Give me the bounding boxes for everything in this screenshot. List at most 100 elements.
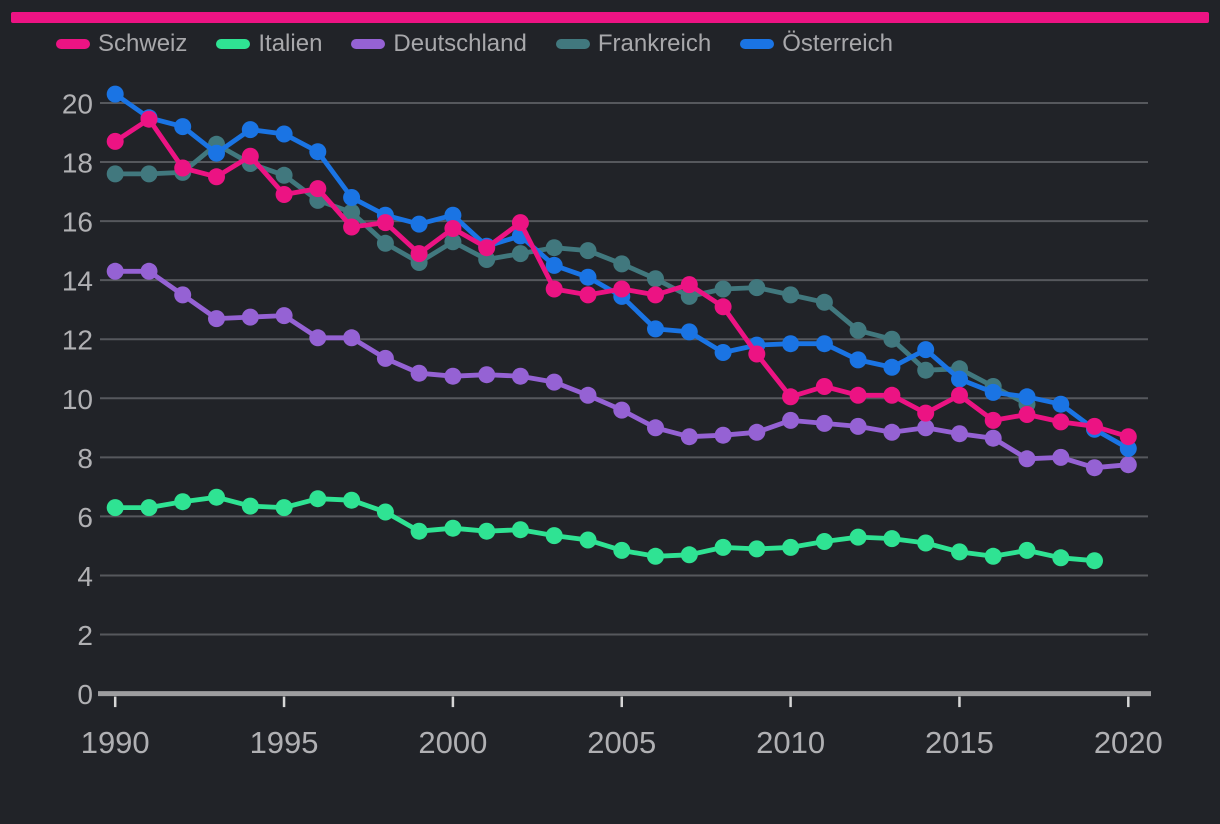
data-point-deutschland[interactable]: [613, 401, 631, 419]
data-point-deutschland[interactable]: [140, 262, 158, 280]
data-point-italien[interactable]: [140, 499, 158, 517]
data-point-schweiz[interactable]: [208, 168, 225, 186]
data-point-frankreich[interactable]: [680, 287, 698, 305]
data-point-deutschland[interactable]: [815, 414, 833, 432]
data-point-deutschland[interactable]: [883, 423, 901, 441]
data-point-schweiz[interactable]: [309, 180, 327, 198]
data-point-oesterreich[interactable]: [984, 383, 1002, 401]
data-point-deutschland[interactable]: [917, 419, 935, 437]
data-point-schweiz[interactable]: [680, 276, 698, 294]
data-point-schweiz[interactable]: [545, 280, 563, 298]
data-point-italien[interactable]: [309, 490, 327, 508]
data-point-italien[interactable]: [815, 533, 833, 550]
data-point-frankreich[interactable]: [748, 279, 766, 297]
data-point-italien[interactable]: [613, 541, 631, 559]
data-point-frankreich[interactable]: [849, 321, 867, 339]
data-point-deutschland[interactable]: [647, 419, 664, 437]
data-point-schweiz[interactable]: [883, 386, 901, 404]
data-point-schweiz[interactable]: [613, 280, 631, 298]
data-point-oesterreich[interactable]: [410, 215, 428, 233]
data-point-oesterreich[interactable]: [208, 144, 225, 162]
data-point-schweiz[interactable]: [1119, 428, 1137, 446]
data-point-frankreich[interactable]: [714, 280, 732, 298]
data-point-italien[interactable]: [680, 546, 698, 564]
data-point-oesterreich[interactable]: [275, 125, 293, 143]
data-point-deutschland[interactable]: [579, 386, 597, 404]
data-point-frankreich[interactable]: [815, 293, 833, 311]
data-point-frankreich[interactable]: [883, 330, 901, 348]
data-point-italien[interactable]: [849, 528, 867, 546]
data-point-oesterreich[interactable]: [815, 335, 833, 353]
data-point-schweiz[interactable]: [106, 132, 124, 150]
data-point-oesterreich[interactable]: [545, 256, 563, 274]
data-point-oesterreich[interactable]: [917, 341, 935, 359]
data-point-deutschland[interactable]: [478, 366, 496, 384]
data-point-oesterreich[interactable]: [951, 370, 968, 388]
data-point-frankreich[interactable]: [917, 361, 935, 379]
data-point-schweiz[interactable]: [444, 220, 462, 237]
data-point-deutschland[interactable]: [106, 262, 124, 280]
data-point-oesterreich[interactable]: [241, 121, 259, 139]
data-point-schweiz[interactable]: [647, 286, 664, 304]
data-point-frankreich[interactable]: [782, 286, 800, 304]
data-point-oesterreich[interactable]: [849, 351, 867, 369]
data-point-oesterreich[interactable]: [1052, 395, 1070, 413]
data-point-deutschland[interactable]: [376, 349, 394, 367]
data-point-frankreich[interactable]: [275, 166, 293, 184]
data-point-italien[interactable]: [1086, 552, 1103, 570]
data-point-schweiz[interactable]: [275, 186, 293, 203]
data-point-schweiz[interactable]: [782, 388, 800, 406]
legend-item-frankreich[interactable]: Frankreich: [555, 30, 711, 58]
data-point-oesterreich[interactable]: [309, 143, 327, 161]
data-point-schweiz[interactable]: [579, 286, 597, 304]
data-point-deutschland[interactable]: [545, 373, 563, 391]
data-point-italien[interactable]: [545, 527, 563, 545]
data-point-deutschland[interactable]: [343, 329, 361, 347]
data-point-italien[interactable]: [647, 547, 664, 565]
data-point-italien[interactable]: [343, 491, 361, 509]
data-point-italien[interactable]: [444, 519, 462, 537]
data-point-italien[interactable]: [478, 522, 496, 540]
data-point-italien[interactable]: [275, 499, 293, 517]
data-point-oesterreich[interactable]: [1119, 440, 1137, 457]
data-point-deutschland[interactable]: [241, 308, 259, 326]
data-point-schweiz[interactable]: [1052, 413, 1070, 431]
data-point-deutschland[interactable]: [444, 367, 462, 385]
data-point-frankreich[interactable]: [613, 255, 631, 273]
data-point-italien[interactable]: [174, 493, 192, 511]
data-point-deutschland[interactable]: [951, 425, 968, 443]
data-point-frankreich[interactable]: [579, 242, 597, 260]
data-point-deutschland[interactable]: [680, 428, 698, 446]
data-point-schweiz[interactable]: [815, 378, 833, 395]
data-point-oesterreich[interactable]: [680, 323, 698, 341]
data-point-italien[interactable]: [1018, 541, 1036, 559]
data-point-deutschland[interactable]: [1052, 448, 1070, 466]
data-point-schweiz[interactable]: [984, 411, 1002, 429]
data-point-oesterreich[interactable]: [714, 344, 732, 361]
data-point-deutschland[interactable]: [174, 286, 192, 304]
data-point-deutschland[interactable]: [782, 411, 800, 429]
data-point-frankreich[interactable]: [545, 239, 563, 257]
data-point-deutschland[interactable]: [714, 426, 732, 444]
data-point-deutschland[interactable]: [1119, 456, 1137, 474]
data-point-oesterreich[interactable]: [343, 189, 361, 206]
legend-item-oesterreich[interactable]: Österreich: [740, 30, 893, 58]
data-point-italien[interactable]: [106, 499, 124, 517]
data-point-oesterreich[interactable]: [106, 85, 124, 103]
data-point-schweiz[interactable]: [951, 386, 968, 404]
data-point-deutschland[interactable]: [410, 364, 428, 382]
legend-item-schweiz[interactable]: Schweiz: [56, 30, 187, 58]
legend-item-italien[interactable]: Italien: [216, 30, 322, 58]
data-point-frankreich[interactable]: [140, 165, 158, 183]
data-point-schweiz[interactable]: [511, 214, 529, 232]
data-point-italien[interactable]: [748, 540, 766, 558]
data-point-frankreich[interactable]: [647, 270, 664, 288]
data-point-oesterreich[interactable]: [444, 206, 462, 224]
data-point-schweiz[interactable]: [714, 298, 732, 316]
data-point-schweiz[interactable]: [1018, 406, 1036, 423]
data-point-frankreich[interactable]: [376, 234, 394, 252]
data-point-deutschland[interactable]: [208, 310, 225, 328]
data-point-italien[interactable]: [579, 531, 597, 549]
data-point-schweiz[interactable]: [1086, 417, 1103, 435]
data-point-oesterreich[interactable]: [647, 320, 664, 338]
